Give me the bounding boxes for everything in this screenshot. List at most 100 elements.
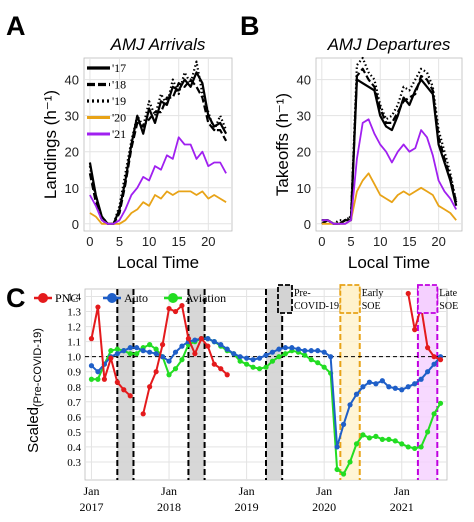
data-point-pnc (108, 355, 114, 361)
data-point-aviation (127, 351, 133, 357)
data-point-pnc (101, 376, 107, 382)
shaded-period (117, 289, 134, 480)
data-point-auto (114, 351, 120, 357)
y-tick-label: 0.6 (67, 412, 81, 424)
y-axis-label-a: Landings (h⁻¹) (41, 90, 60, 199)
data-point-pnc (412, 327, 418, 333)
y-tick-label: 20 (65, 145, 79, 160)
data-point-auto (405, 384, 411, 390)
data-point-pnc (159, 342, 166, 348)
legend-marker (107, 293, 117, 303)
legend-label: PNC (55, 291, 78, 305)
y-tick-label: 0.9 (67, 367, 81, 379)
x-tick-label: 0 (86, 234, 93, 249)
plot-area-b (315, 57, 463, 232)
x-tick-label: 2019 (235, 500, 259, 514)
shaded-period-late-soe (417, 289, 438, 480)
annotation-label: Early (362, 288, 384, 299)
annotation-swatch (417, 284, 439, 314)
data-point-auto (192, 337, 198, 343)
data-point-aviation (166, 372, 172, 378)
shaded-period (266, 289, 283, 480)
legend-label: Aviation (185, 291, 226, 305)
shaded-period (188, 289, 205, 480)
x-tick-label: Jan (161, 484, 177, 498)
data-point-auto (379, 378, 385, 384)
data-point-aviation (256, 366, 263, 372)
data-point-auto (256, 355, 263, 361)
y-tick-label: 10 (297, 181, 311, 196)
data-point-pnc (185, 336, 192, 342)
data-point-auto (302, 348, 308, 354)
data-point-auto (315, 348, 321, 354)
y-tick-label: 1.3 (67, 307, 81, 319)
data-point-aviation (88, 376, 95, 382)
legend-label: '20 (112, 111, 126, 125)
data-point-aviation (134, 351, 140, 357)
x-tick-label: 15 (402, 234, 416, 249)
data-point-pnc (140, 411, 146, 417)
chart-b-panel: 0 10 20 30 40 0 5 10 15 20 AMJ Departures Local Tim… (273, 35, 463, 272)
data-point-auto (431, 361, 437, 367)
data-point-aviation (172, 366, 179, 372)
data-point-aviation (147, 342, 153, 348)
data-point-auto (347, 402, 353, 408)
data-point-auto (140, 348, 146, 354)
panel-letter-b: B (240, 11, 260, 41)
chart-title-b: AMJ Departures (327, 35, 451, 54)
data-point-aviation (399, 441, 405, 447)
data-point-auto (263, 352, 269, 358)
data-point-aviation (340, 471, 347, 477)
data-point-aviation (308, 357, 314, 363)
x-tick-label: 2017 (79, 500, 103, 514)
series-line-a-21 (89, 136, 227, 225)
annotation-swatch (277, 284, 293, 314)
data-point-auto (153, 351, 159, 357)
shaded-period-early-soe (340, 289, 360, 480)
data-point-pnc (179, 302, 185, 309)
data-point-aviation (179, 357, 185, 363)
y-tick-label: 40 (65, 73, 79, 88)
data-point-aviation (353, 441, 360, 447)
data-point-pnc (211, 361, 217, 367)
y-tick-label: 30 (297, 109, 311, 124)
legend-marker (38, 293, 48, 303)
data-point-auto (172, 349, 179, 355)
data-point-pnc (205, 343, 211, 349)
x-tick-label: 2020 (312, 500, 336, 514)
data-point-auto (205, 336, 211, 342)
y-tick-label: 40 (297, 73, 311, 88)
data-point-aviation (386, 436, 392, 442)
data-point-auto (373, 381, 379, 387)
y-tick-label: 1.4 (67, 292, 81, 304)
y-axis-label-b: Takeoffs (h⁻¹) (273, 93, 292, 196)
annotation-label: COVID-19 (294, 301, 339, 312)
series-line-a-19 (88, 60, 228, 225)
data-point-auto (269, 349, 276, 355)
data-point-auto (244, 355, 250, 361)
data-point-auto (392, 385, 398, 391)
data-point-pnc (147, 384, 153, 390)
y-tick-label: 1.1 (67, 337, 81, 349)
x-axis-label-b: Local Time (348, 253, 430, 272)
y-tick-label: 0.3 (67, 457, 81, 469)
data-point-aviation (412, 445, 418, 452)
plot-area-a (83, 57, 233, 232)
data-point-pnc (224, 372, 230, 378)
data-point-aviation (114, 346, 120, 352)
x-tick-label: Jan (83, 484, 99, 498)
data-point-auto (159, 354, 166, 360)
x-tick-label: Jan (239, 484, 255, 498)
annotation-label: Late (439, 288, 457, 299)
data-point-aviation (237, 358, 243, 364)
y-tick-label: 20 (297, 145, 311, 160)
data-point-auto (166, 358, 172, 364)
data-point-aviation (347, 459, 353, 465)
y-tick-label: 0.5 (67, 427, 81, 439)
data-point-auto (360, 384, 366, 390)
data-point-auto (295, 346, 301, 352)
data-point-auto (88, 363, 95, 369)
data-point-auto (224, 346, 230, 352)
data-point-aviation (405, 444, 411, 450)
y-tick-label: 0 (72, 217, 79, 232)
